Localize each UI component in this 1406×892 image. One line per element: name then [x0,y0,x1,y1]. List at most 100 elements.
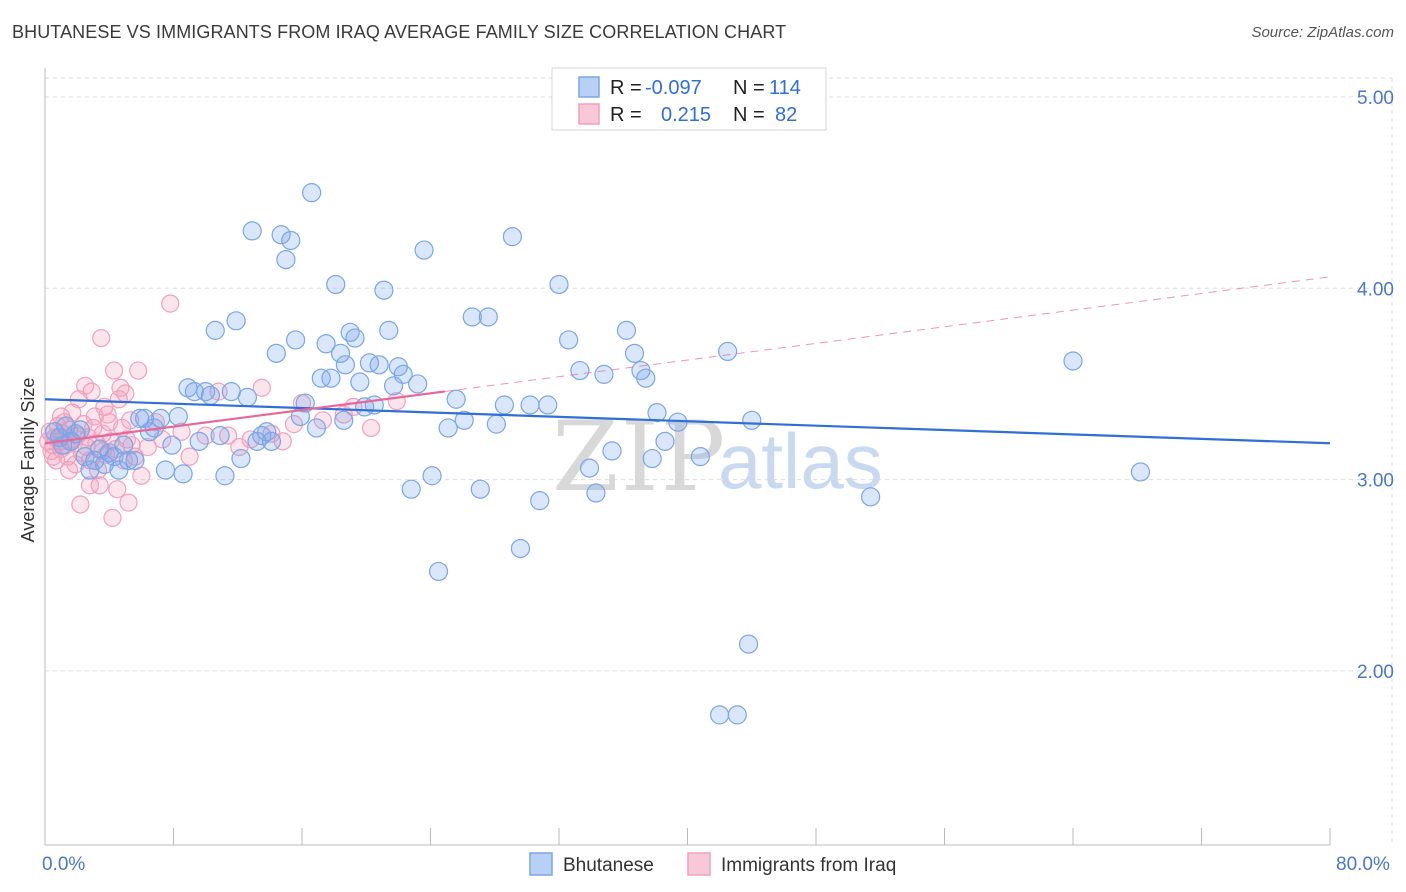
bhutanese-point-85 [510,538,531,559]
bhutanese-point-61 [350,372,370,392]
iraq-point-76 [387,392,406,411]
bhutanese-point-75 [428,561,449,582]
iraq-point-60 [172,422,191,441]
y-tick-label-0: 2.00 [1357,662,1394,683]
bottom-legend: Bhutanese Immigrants from Iraq [529,852,896,876]
iraq-point-40 [103,508,122,527]
bhutanese-point-93 [586,483,606,503]
bhutanese-point-24 [162,435,182,455]
bhutanese-point-74 [422,466,442,486]
bottom-legend-label-iraq: Immigrants from Iraq [721,855,896,876]
bhutanese-point-60 [345,328,365,348]
legend-swatch-bhutanese [578,76,600,98]
bhutanese-point-35 [221,382,241,402]
iraq-point-45 [111,378,130,397]
bhutanese-point-23 [155,460,176,480]
chart-title: BHUTANESE VS IMMIGRANTS FROM IRAQ AVERAG… [12,22,787,42]
bhutanese-point-105 [710,705,730,725]
bhutanese-point-88 [538,395,558,415]
legend-box: R = -0.097 N = 114 R = 0.215 N = 82 [551,67,827,131]
bottom-legend-label-bhutanese: Bhutanese [563,855,654,876]
bhutanese-point-42 [257,422,277,442]
y-axis-label: Average Family Size [18,378,38,543]
bhutanese-point-32 [205,320,225,340]
iraq-point-20 [71,495,90,514]
iraq-point-70 [284,415,304,434]
bhutanese-point-112 [1063,351,1083,371]
bhutanese-point-92 [579,458,600,478]
legend-r-label-2: R = [610,104,642,126]
series-bhutanese-points [45,183,1151,725]
iraq-point-61 [180,447,199,466]
bhutanese-point-78 [454,410,474,430]
bhutanese-point-102 [655,431,675,451]
bhutanese-point-99 [636,368,656,388]
bhutanese-point-58 [335,355,355,375]
legend-r-value-2: 0.215 [661,104,711,126]
iraq-point-27 [82,382,101,401]
iraq-point-72 [313,411,332,430]
bhutanese-point-25 [168,406,188,427]
iraq-point-51 [121,411,140,430]
bhutanese-point-65 [369,355,389,375]
bhutanese-point-89 [549,274,569,295]
iraq-point-37 [98,405,117,424]
bhutanese-point-94 [594,364,614,384]
trend-lines [44,276,1331,445]
bhutanese-point-77 [446,389,466,409]
bhutanese-point-55 [321,368,341,388]
bhutanese-point-38 [237,387,257,407]
bhutanese-point-34 [215,466,235,486]
legend-n-label-1: N = [733,77,765,99]
bhutanese-point-15 [114,435,134,455]
iraq-point-64 [219,426,238,445]
legend-n-value-1: 114 [769,77,801,99]
iraq-point-43 [108,480,127,499]
bhutanese-point-73 [414,240,434,260]
bhutanese-point-66 [374,280,394,300]
bhutanese-point-109 [742,410,762,430]
iraq-point-41 [104,361,124,380]
bhutanese-point-18 [130,408,150,428]
bhutanese-point-96 [616,320,637,340]
iraq-point-54 [129,361,148,380]
bhutanese-point-113 [1130,462,1151,482]
bhutanese-point-51 [302,183,322,203]
bhutanese-point-6 [70,420,90,440]
legend-n-value-2: 82 [775,104,797,126]
bhutanese-trend-line [44,398,1331,445]
bhutanese-point-17 [125,450,145,471]
bhutanese-point-107 [727,705,747,725]
watermark-atlas: atlas [718,417,883,505]
iraq-point-33 [92,328,111,348]
bhutanese-point-100 [642,448,662,469]
bhutanese-point-110 [334,410,354,430]
iraq-trend-line-solid [44,390,446,445]
bottom-legend-swatch-iraq [687,852,711,876]
iraq-point-47 [114,451,133,470]
bhutanese-point-52 [306,418,327,438]
y-tick-label-1: 3.00 [1357,471,1394,492]
iraq-point-32 [90,476,109,495]
legend-n-label-2: N = [733,104,765,126]
bhutanese-point-31 [200,385,221,406]
bhutanese-point-106 [718,341,738,362]
bhutanese-point-56 [326,274,346,295]
bhutanese-point-28 [184,382,204,402]
bhutanese-point-26 [173,464,193,484]
bhutanese-point-3 [56,416,76,436]
bhutanese-point-82 [486,414,506,434]
iraq-point-79 [59,460,79,480]
bhutanese-point-97 [624,343,645,363]
bhutanese-point-111 [861,487,881,507]
bhutanese-point-90 [559,330,579,350]
bhutanese-point-11 [94,454,115,474]
bhutanese-point-108 [738,634,759,654]
bhutanese-point-44 [266,343,286,363]
bhutanese-point-43 [261,431,282,451]
iraq-point-52 [122,436,141,455]
bhutanese-point-76 [438,418,458,438]
bhutanese-point-70 [393,364,413,384]
bhutanese-point-95 [602,441,622,461]
iraq-point-49 [117,430,137,449]
